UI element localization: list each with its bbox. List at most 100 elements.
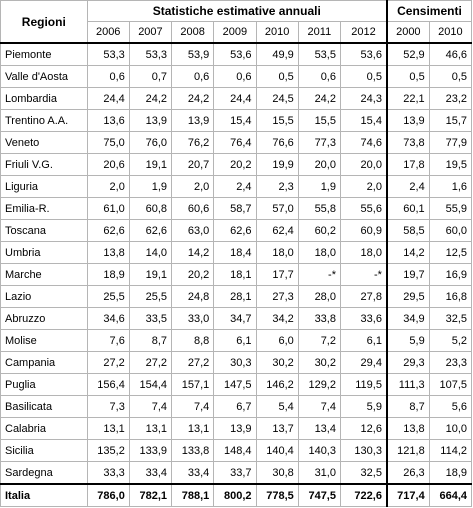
table-row: Sardegna 33,3 33,4 33,4 33,7 30,8 31,0 32,5 26,3… xyxy=(0,461,473,485)
census-value-cell: 29,3 xyxy=(385,351,430,374)
census-value-cell: 5,9 xyxy=(385,329,430,352)
annual-value-cell: 2,3 xyxy=(255,175,299,198)
annual-value-cell: 147,5 xyxy=(213,373,257,396)
annual-value-cell: 7,2 xyxy=(297,329,341,352)
annual-value-cell: 8,7 xyxy=(128,329,173,352)
annual-value-cell: 33,8 xyxy=(297,307,341,330)
census-value-cell: 73,8 xyxy=(385,131,430,154)
annual-value-cell: 800,2 xyxy=(213,483,257,507)
annual-value-cell: 27,3 xyxy=(255,285,299,308)
table-row: Liguria 2,0 1,9 2,0 2,4 2,3 1,9 2,0 2,4 1,6 xyxy=(0,175,473,198)
annual-value-cell: 24,3 xyxy=(339,87,388,110)
census-value-cell: 18,9 xyxy=(428,461,473,485)
annual-value-cell: 18,1 xyxy=(213,263,257,286)
table-row: Piemonte 53,3 53,3 53,9 53,6 49,9 53,5 53,6 52,9… xyxy=(0,42,473,66)
table-row: Calabria 13,1 13,1 13,1 13,9 13,7 13,4 12,6 13,8… xyxy=(0,417,473,440)
annual-value-cell: 156,4 xyxy=(86,373,130,396)
table-row: Campania 27,2 27,2 27,2 30,3 30,2 30,2 29,4 29,3… xyxy=(0,351,473,374)
annual-value-cell: 76,2 xyxy=(171,131,215,154)
census-value-cell: 14,2 xyxy=(385,241,430,264)
annual-value-cell: 58,7 xyxy=(213,197,257,220)
census-value-cell: 12,5 xyxy=(428,241,473,264)
annual-value-cell: 53,6 xyxy=(213,42,257,66)
census-value-cell: 13,9 xyxy=(385,109,430,132)
census-value-cell: 717,4 xyxy=(385,483,430,507)
annual-value-cell: 19,1 xyxy=(128,153,173,176)
annual-value-cell: 75,0 xyxy=(86,131,130,154)
annual-value-cell: 722,6 xyxy=(339,483,388,507)
annual-value-cell: 786,0 xyxy=(86,483,130,507)
year-header: 2008 xyxy=(171,21,215,44)
table-body: Piemonte 53,3 53,3 53,9 53,6 49,9 53,5 53,6 52,9… xyxy=(0,42,473,507)
census-value-cell: 16,9 xyxy=(428,263,473,286)
annual-value-cell: 119,5 xyxy=(339,373,388,396)
annual-value-cell: 18,4 xyxy=(213,241,257,264)
regions-column-header: Regioni xyxy=(0,0,88,44)
annual-value-cell: 24,2 xyxy=(297,87,341,110)
annual-value-cell: 13,9 xyxy=(128,109,173,132)
census-value-cell: 17,8 xyxy=(385,153,430,176)
region-name: Liguria xyxy=(0,175,88,198)
region-name: Veneto xyxy=(0,131,88,154)
annual-value-cell: 53,3 xyxy=(128,42,173,66)
table-row: Umbria 13,8 14,0 14,2 18,4 18,0 18,0 18,0 14,2 12… xyxy=(0,241,473,264)
annual-value-cell: 15,5 xyxy=(297,109,341,132)
annual-value-cell: 62,6 xyxy=(213,219,257,242)
census-value-cell: 5,6 xyxy=(428,395,473,418)
annual-value-cell: 13,1 xyxy=(128,417,173,440)
annual-value-cell: 62,6 xyxy=(86,219,130,242)
annual-value-cell: 62,6 xyxy=(128,219,173,242)
annual-value-cell: 13,9 xyxy=(171,109,215,132)
annual-value-cell: 53,6 xyxy=(339,42,388,66)
annual-value-cell: 24,2 xyxy=(171,87,215,110)
census-value-cell: 60,1 xyxy=(385,197,430,220)
annual-value-cell: 55,8 xyxy=(297,197,341,220)
region-name: Piemonte xyxy=(0,42,88,66)
annual-value-cell: 15,4 xyxy=(339,109,388,132)
annual-value-cell: 13,1 xyxy=(171,417,215,440)
annual-value-cell: 20,2 xyxy=(213,153,257,176)
annual-value-cell: 13,6 xyxy=(86,109,130,132)
annual-value-cell: 148,4 xyxy=(213,439,257,462)
census-value-cell: 15,7 xyxy=(428,109,473,132)
annual-value-cell: 13,8 xyxy=(86,241,130,264)
annual-value-cell: 788,1 xyxy=(171,483,215,507)
annual-value-cell: 33,5 xyxy=(128,307,173,330)
annual-value-cell: 29,4 xyxy=(339,351,388,374)
annual-value-cell: 0,7 xyxy=(128,65,173,88)
census-value-cell: 107,5 xyxy=(428,373,473,396)
annual-value-cell: 129,2 xyxy=(297,373,341,396)
annual-value-cell: 28,0 xyxy=(297,285,341,308)
annual-group-header: Statistiche estimative annuali xyxy=(86,0,388,22)
region-name: Basilicata xyxy=(0,395,88,418)
annual-value-cell: 25,5 xyxy=(128,285,173,308)
census-value-cell: 664,4 xyxy=(428,483,473,507)
annual-value-cell: 30,8 xyxy=(255,461,299,485)
annual-value-cell: 15,5 xyxy=(255,109,299,132)
annual-value-cell: 55,6 xyxy=(339,197,388,220)
annual-value-cell: 57,0 xyxy=(255,197,299,220)
census-value-cell: 32,5 xyxy=(428,307,473,330)
annual-value-cell: 30,2 xyxy=(297,351,341,374)
annual-value-cell: 1,9 xyxy=(297,175,341,198)
census-value-cell: 8,7 xyxy=(385,395,430,418)
annual-value-cell: 2,0 xyxy=(339,175,388,198)
annual-value-cell: 20,0 xyxy=(339,153,388,176)
annual-value-cell: 27,2 xyxy=(86,351,130,374)
annual-value-cell: 27,2 xyxy=(128,351,173,374)
census-value-cell: 0,5 xyxy=(428,65,473,88)
census-value-cell: 19,7 xyxy=(385,263,430,286)
annual-value-cell: -* xyxy=(339,263,388,286)
year-header: 2006 xyxy=(86,21,130,44)
region-name: Lazio xyxy=(0,285,88,308)
annual-value-cell: 13,7 xyxy=(255,417,299,440)
annual-value-cell: 154,4 xyxy=(128,373,173,396)
annual-value-cell: 8,8 xyxy=(171,329,215,352)
annual-value-cell: 24,4 xyxy=(86,87,130,110)
table-row: Emilia-R. 61,0 60,8 60,6 58,7 57,0 55,8 55,6 60,… xyxy=(0,197,473,220)
annual-value-cell: 30,3 xyxy=(213,351,257,374)
table-row: Lazio 25,5 25,5 24,8 28,1 27,3 28,0 27,8 29,5 16,… xyxy=(0,285,473,308)
region-name: Emilia-R. xyxy=(0,197,88,220)
annual-value-cell: 33,4 xyxy=(171,461,215,485)
